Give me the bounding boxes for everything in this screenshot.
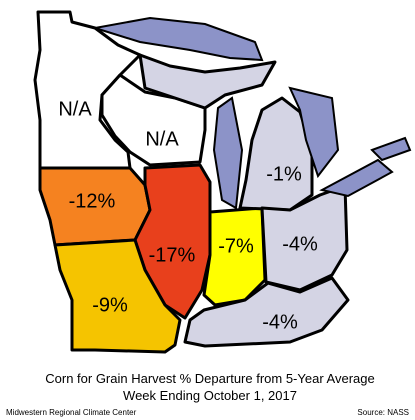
region-shape — [238, 96, 314, 212]
region-shape — [133, 163, 212, 320]
region-label: N/A — [58, 98, 92, 120]
footer-right: Source: NASS — [357, 408, 409, 417]
region-label: -1% — [266, 163, 302, 185]
region-shape — [138, 53, 277, 110]
lake — [370, 136, 412, 162]
region-label: -9% — [92, 294, 128, 316]
region-label: N/A — [145, 128, 179, 150]
region-label: -4% — [282, 233, 318, 255]
subtitle: Week Ending October 1, 2017 — [123, 388, 297, 403]
region-label: -17% — [149, 244, 196, 266]
region-label: -4% — [262, 311, 298, 333]
lake — [319, 158, 394, 198]
lake — [288, 86, 340, 179]
lake — [212, 96, 244, 210]
region-shape — [183, 276, 350, 348]
region-shape — [53, 238, 182, 354]
lake — [94, 16, 264, 62]
region-shape — [33, 10, 142, 170]
title: Corn for Grain Harvest % Departure from … — [45, 371, 374, 386]
region-label: -7% — [218, 235, 254, 257]
footer-left: Midwestern Regional Climate Center — [6, 408, 137, 417]
region-label: -12% — [69, 190, 116, 212]
